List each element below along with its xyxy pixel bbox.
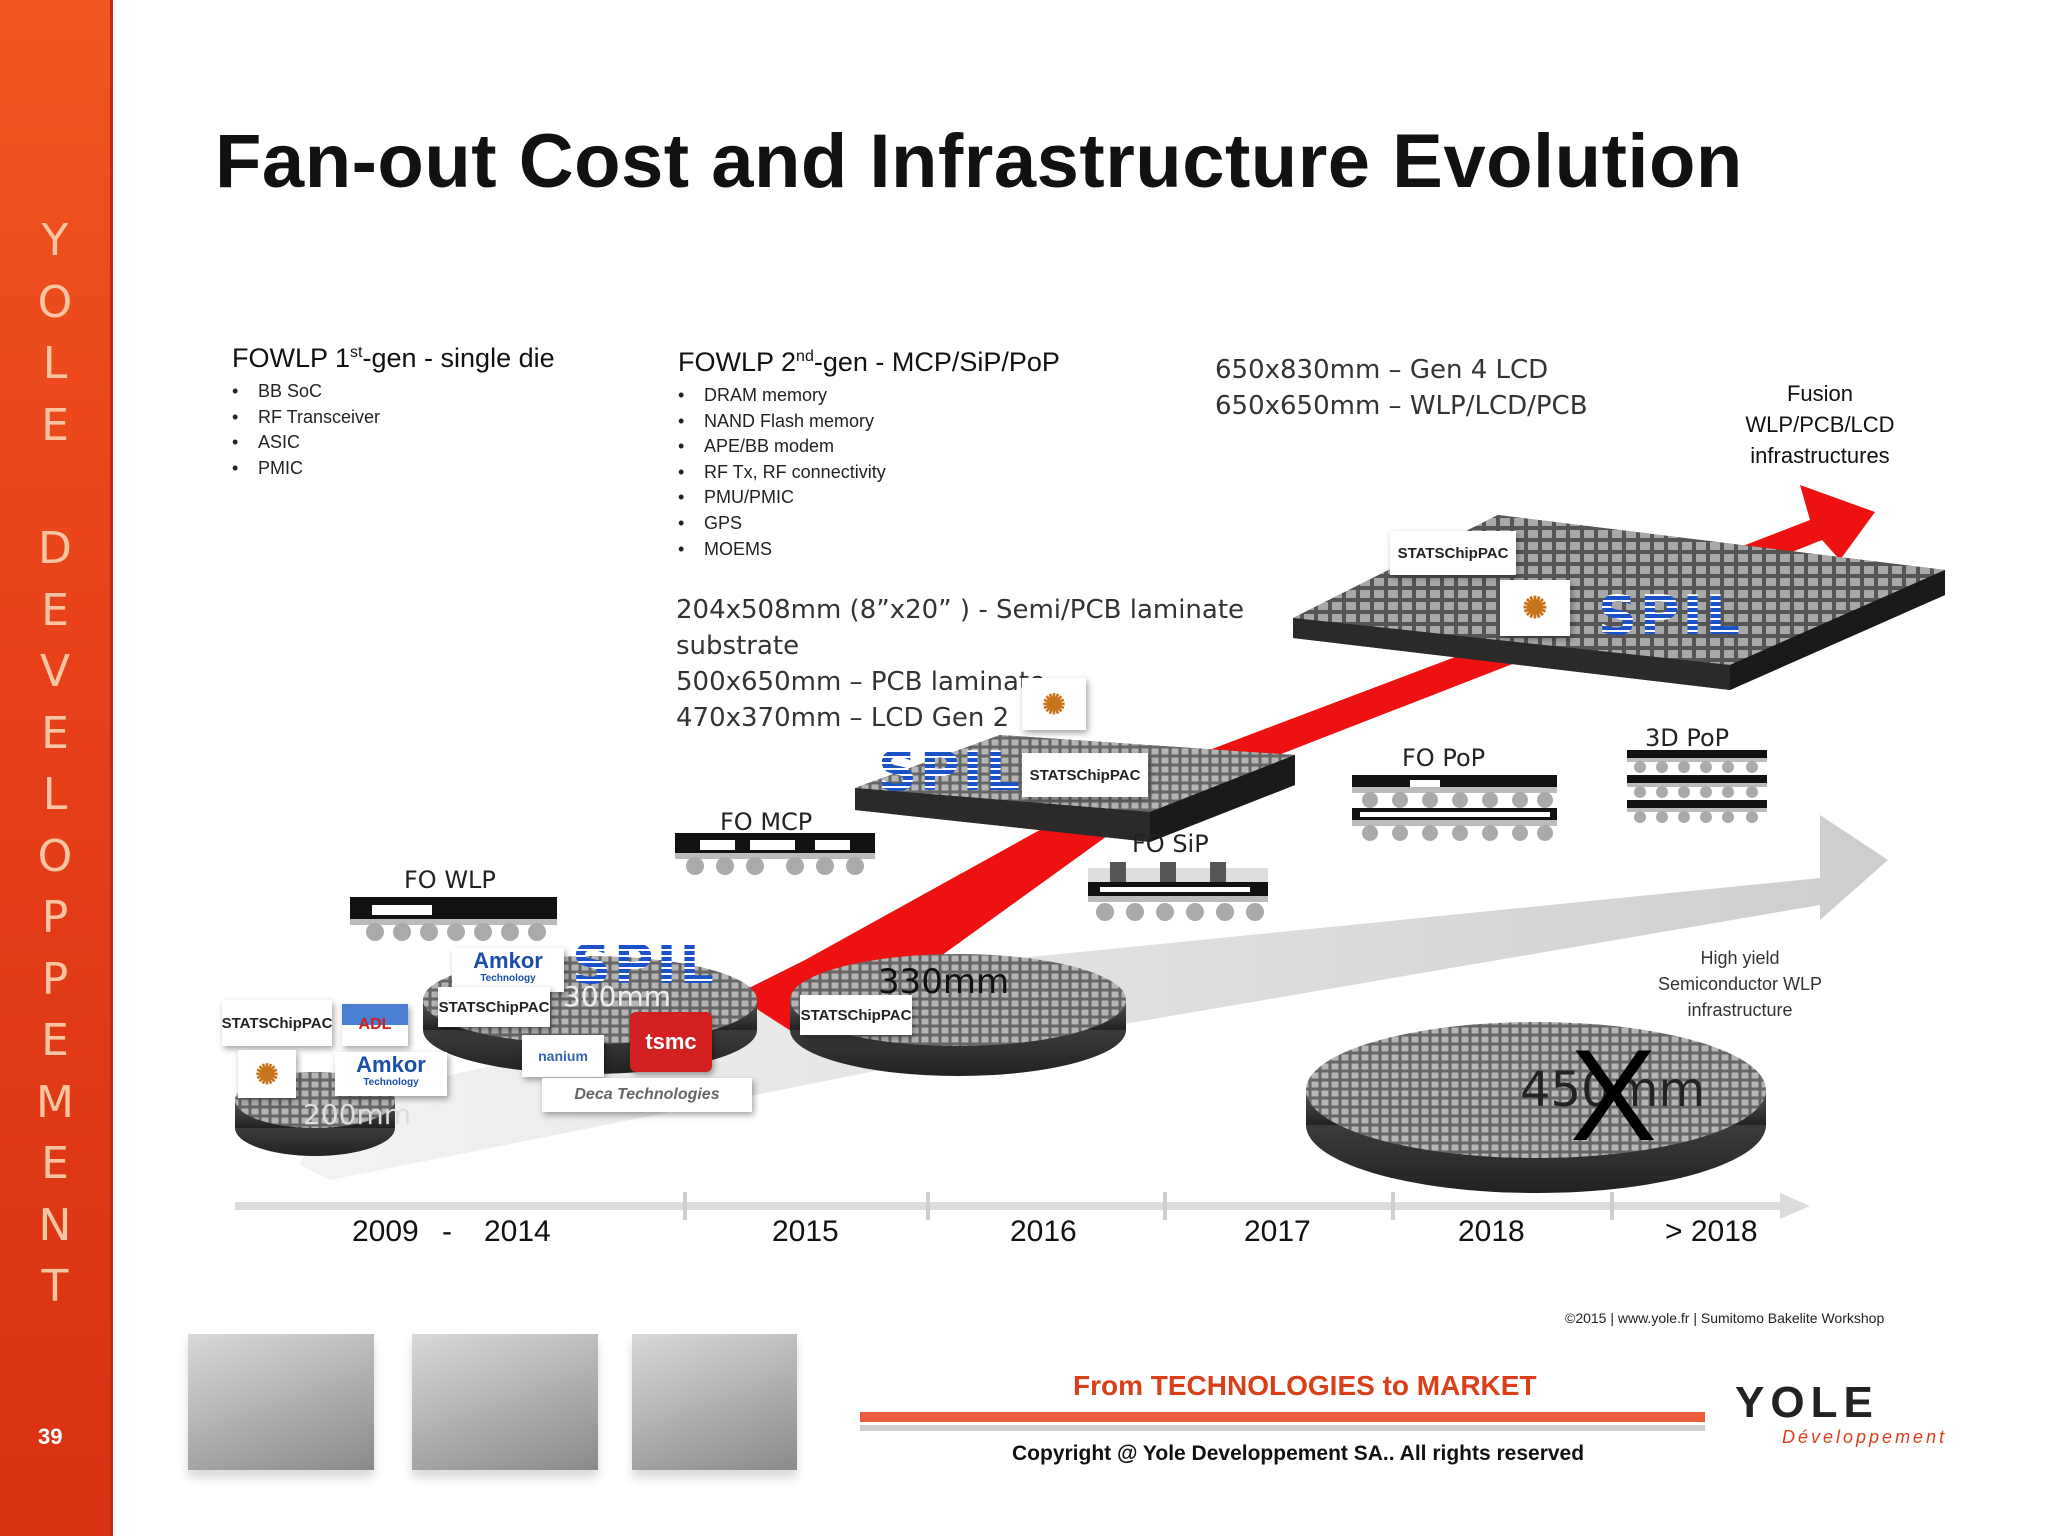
page-number: 39 xyxy=(38,1424,63,1449)
sidebar-letter: E xyxy=(41,1138,69,1189)
fo-wlp-package xyxy=(350,897,557,941)
yole-logo: YOLE xyxy=(1735,1378,1879,1427)
nanium-logo: nanium xyxy=(522,1035,604,1077)
year-2014: 2014 xyxy=(484,1215,551,1248)
calculator-chart-photo xyxy=(412,1334,598,1470)
sun-logo-icon-3: ✺ xyxy=(1500,580,1570,636)
sun-logo-icon-2: ✺ xyxy=(1022,678,1086,730)
sidebar-letter: N xyxy=(38,1199,72,1251)
sidebar-letter: M xyxy=(36,1076,74,1128)
fo-mcp-label: FO MCP xyxy=(720,808,813,836)
fo-wlp-label: FO WLP xyxy=(404,866,496,894)
year-after-2018: > 2018 xyxy=(1665,1215,1758,1248)
list-item: RF Transceiver xyxy=(232,405,380,431)
fo-pop-package xyxy=(1352,775,1557,841)
sidebar-letter: O xyxy=(37,276,73,328)
slide-title: Fan-out Cost and Infrastructure Evolutio… xyxy=(215,119,1743,204)
deca-logo: Deca Technologies xyxy=(542,1078,752,1112)
year-2016: 2016 xyxy=(1010,1215,1077,1248)
sidebar-letter: E xyxy=(41,707,69,759)
statschippac-logo: STATSChipPAC xyxy=(222,1000,332,1046)
list-item: DRAM memory xyxy=(678,383,886,409)
list-item: RF Tx, RF connectivity xyxy=(678,460,886,486)
spil-logo-2: SPIL xyxy=(878,740,1023,803)
list-item: PMU/PMIC xyxy=(678,485,886,511)
year-2017: 2017 xyxy=(1244,1215,1311,1248)
tagline: From TECHNOLOGIES to MARKET xyxy=(1073,1370,1537,1401)
year-2015: 2015 xyxy=(772,1215,839,1248)
fo-sip-package xyxy=(1088,862,1268,921)
sidebar-letter: O xyxy=(37,830,73,882)
list-item: ASIC xyxy=(232,430,380,456)
list-item: APE/BB modem xyxy=(678,434,886,460)
fo-sip-label: FO SiP xyxy=(1132,830,1209,858)
sidebar-letter: E xyxy=(41,584,69,636)
sun-logo-icon: ✺ xyxy=(238,1050,296,1098)
gen2-list: DRAM memory NAND Flash memory APE/BB mod… xyxy=(678,383,886,562)
yole-logo-subtitle: Développement xyxy=(1782,1427,1948,1447)
tsmc-logo: tsmc xyxy=(630,1012,712,1072)
sidebar-letter: D xyxy=(38,523,72,574)
adl-logo: ADL xyxy=(342,1004,408,1046)
spil-logo-3: SPIL xyxy=(1598,584,1743,647)
year-dash: - xyxy=(442,1215,452,1248)
gen2-title: FOWLP 2nd-gen - MCP/SiP/PoP xyxy=(678,347,1060,377)
statschippac-logo-2: STATSChipPAC xyxy=(438,987,550,1027)
sidebar-letter: P xyxy=(41,953,69,1005)
fo-mcp-package xyxy=(675,833,875,875)
fo-pop-label: FO PoP xyxy=(1402,744,1486,772)
list-item: NAND Flash memory xyxy=(678,409,886,435)
panel-sizes-fusion: 650x830mm – Gen 4 LCD 650x650mm – WLP/LC… xyxy=(1215,355,1588,421)
sidebar-letter: T xyxy=(41,1261,69,1312)
high-yield-label: High yield Semiconductor WLP infrastruct… xyxy=(1657,948,1823,1020)
panel-sizes-gen2: 204x508mm (8”x20” ) - Semi/PCB laminate … xyxy=(676,595,1245,733)
handshake-photo xyxy=(632,1334,797,1470)
amkor-logo-2: Amkor Technology xyxy=(452,948,564,992)
gen1-title: FOWLP 1st-gen - single die xyxy=(232,343,555,373)
statschippac-logo-5: STATSChipPAC xyxy=(1390,531,1516,575)
copyright: Copyright @ Yole Developpement SA.. All … xyxy=(1012,1442,1585,1465)
year-2009: 2009 xyxy=(352,1215,419,1248)
gen1-list: BB SoC RF Transceiver ASIC PMIC xyxy=(232,379,380,481)
list-item: MOEMS xyxy=(678,537,886,563)
sidebar-letter: P xyxy=(41,892,69,943)
statschippac-logo-4: STATSChipPAC xyxy=(1022,753,1148,797)
wafer-450-label: 450mm xyxy=(1520,1062,1706,1118)
sidebar-letter: L xyxy=(42,769,68,820)
sidebar-letter: V xyxy=(39,646,71,697)
year-2018: 2018 xyxy=(1458,1215,1525,1248)
amkor-logo-1: Amkor Technology xyxy=(335,1052,447,1096)
list-item: PMIC xyxy=(232,456,380,482)
business-meeting-photo xyxy=(188,1334,374,1470)
sidebar-letter: E xyxy=(41,399,69,451)
sidebar-letter: E xyxy=(41,1015,69,1066)
sidebar-letter: L xyxy=(42,338,68,389)
sidebar xyxy=(0,0,110,1536)
wafer-200-label: 200mm xyxy=(303,1098,411,1131)
statschippac-logo-3: STATSChipPAC xyxy=(800,995,912,1035)
fusion-label: Fusion WLP/PCB/LCD infrastructures xyxy=(1745,381,1895,468)
cross-mark-icon: X xyxy=(1570,1022,1657,1168)
spil-logo-1: SPIL xyxy=(572,933,717,996)
sidebar-edge xyxy=(110,0,113,1536)
footer-source: ©2015 | www.yole.fr | Sumitomo Bakelite … xyxy=(1565,1310,1885,1326)
3d-pop-label: 3D PoP xyxy=(1645,724,1730,752)
sidebar-letter: Y xyxy=(41,215,69,266)
3d-pop-package xyxy=(1627,750,1767,823)
list-item: GPS xyxy=(678,511,886,537)
wafer-300-label: 300mm xyxy=(563,980,671,1013)
list-item: BB SoC xyxy=(232,379,380,405)
